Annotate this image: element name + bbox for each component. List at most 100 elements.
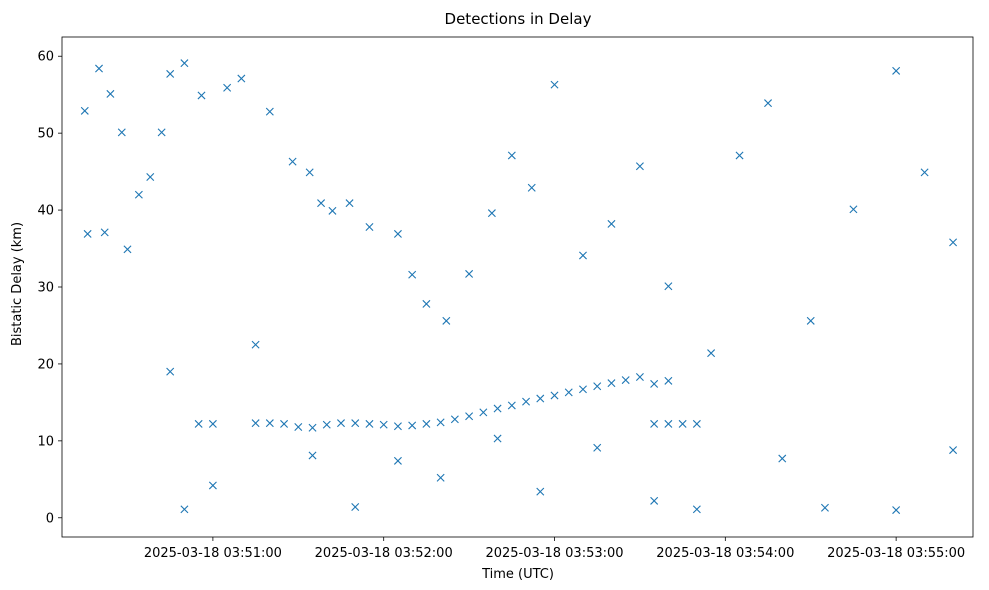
data-point [607,219,616,228]
data-point [223,83,232,92]
data-point [265,419,274,428]
data-point [197,91,206,100]
data-point [479,408,488,417]
data-point [422,299,431,308]
data-point [345,199,354,208]
data-point [692,505,701,514]
data-point [664,282,673,291]
data-point [778,454,787,463]
data-point [351,503,360,511]
data-point [317,199,326,208]
data-point [157,128,166,137]
data-point [949,238,958,247]
data-point [208,419,217,428]
data-point [593,443,602,452]
data-point [265,107,274,116]
data-point [180,59,189,68]
data-point [208,481,217,490]
data-point [393,229,402,238]
y-tick-label: 50 [37,127,54,142]
data-point [166,367,175,376]
data-point [621,376,630,385]
data-point [678,419,687,428]
x-tick-label: 2025-03-18 03:52:00 [315,546,453,561]
data-point [100,228,109,237]
y-axis-ticks: 0 10 20 30 40 50 60 [37,50,62,526]
data-point [650,379,659,388]
data-point [607,379,616,388]
data-point [180,505,189,514]
x-tick-label: 2025-03-18 03:55:00 [827,546,965,561]
data-point [123,245,132,254]
data-point [280,419,289,428]
data-point [237,74,246,83]
data-point [849,205,858,214]
data-point [920,168,929,177]
x-tick-label: 2025-03-18 03:51:00 [144,546,282,561]
data-point [507,151,516,160]
data-point [308,451,317,460]
y-tick-label: 60 [37,50,54,65]
data-point [393,422,402,431]
data-point [328,206,337,215]
data-point [635,162,644,171]
data-point [465,412,474,421]
data-point [251,419,260,428]
data-point [351,419,360,428]
data-point [308,423,317,432]
data-point [892,66,901,75]
data-point [593,382,602,391]
data-point [664,419,673,428]
y-tick-label: 40 [37,204,54,219]
data-point [450,415,459,424]
data-point [892,506,901,515]
data-point [80,106,89,115]
data-point [664,376,673,385]
data-point [735,151,744,160]
data-point [408,270,417,279]
x-axis-ticks: 2025-03-18 03:51:00 2025-03-18 03:52:00 20… [144,537,965,561]
data-point [436,473,445,482]
data-point [106,89,115,98]
data-point [507,401,516,410]
data-point [379,420,388,429]
data-point [408,421,417,430]
x-tick-label: 2025-03-18 03:53:00 [485,546,623,561]
y-tick-label: 30 [37,281,54,296]
data-point [365,419,374,428]
data-point [465,269,474,278]
data-point [949,446,958,455]
data-point [436,418,445,427]
data-point [536,394,545,403]
data-point [550,391,559,400]
data-point [578,251,587,260]
data-point [487,209,496,218]
data-point [95,64,103,73]
data-point [251,340,260,349]
data-point [365,223,374,231]
data-point [146,173,155,181]
data-point [635,373,644,381]
data-point [134,190,143,199]
y-tick-label: 20 [37,357,54,372]
data-point [650,496,659,505]
data-point [422,419,431,428]
data-point [820,503,829,512]
data-point [707,349,716,358]
data-point [578,385,587,394]
data-point [442,316,451,325]
data-point [117,128,126,137]
data-point [806,316,815,325]
data-point [288,157,297,166]
y-tick-label: 0 [46,511,54,526]
data-point [527,183,536,192]
data-point [764,99,773,108]
data-point [536,487,545,496]
data-point [166,69,175,78]
data-point [194,419,203,428]
data-point [322,420,331,429]
data-point [294,423,303,431]
data-point [493,434,502,443]
x-tick-label: 2025-03-18 03:54:00 [656,546,794,561]
